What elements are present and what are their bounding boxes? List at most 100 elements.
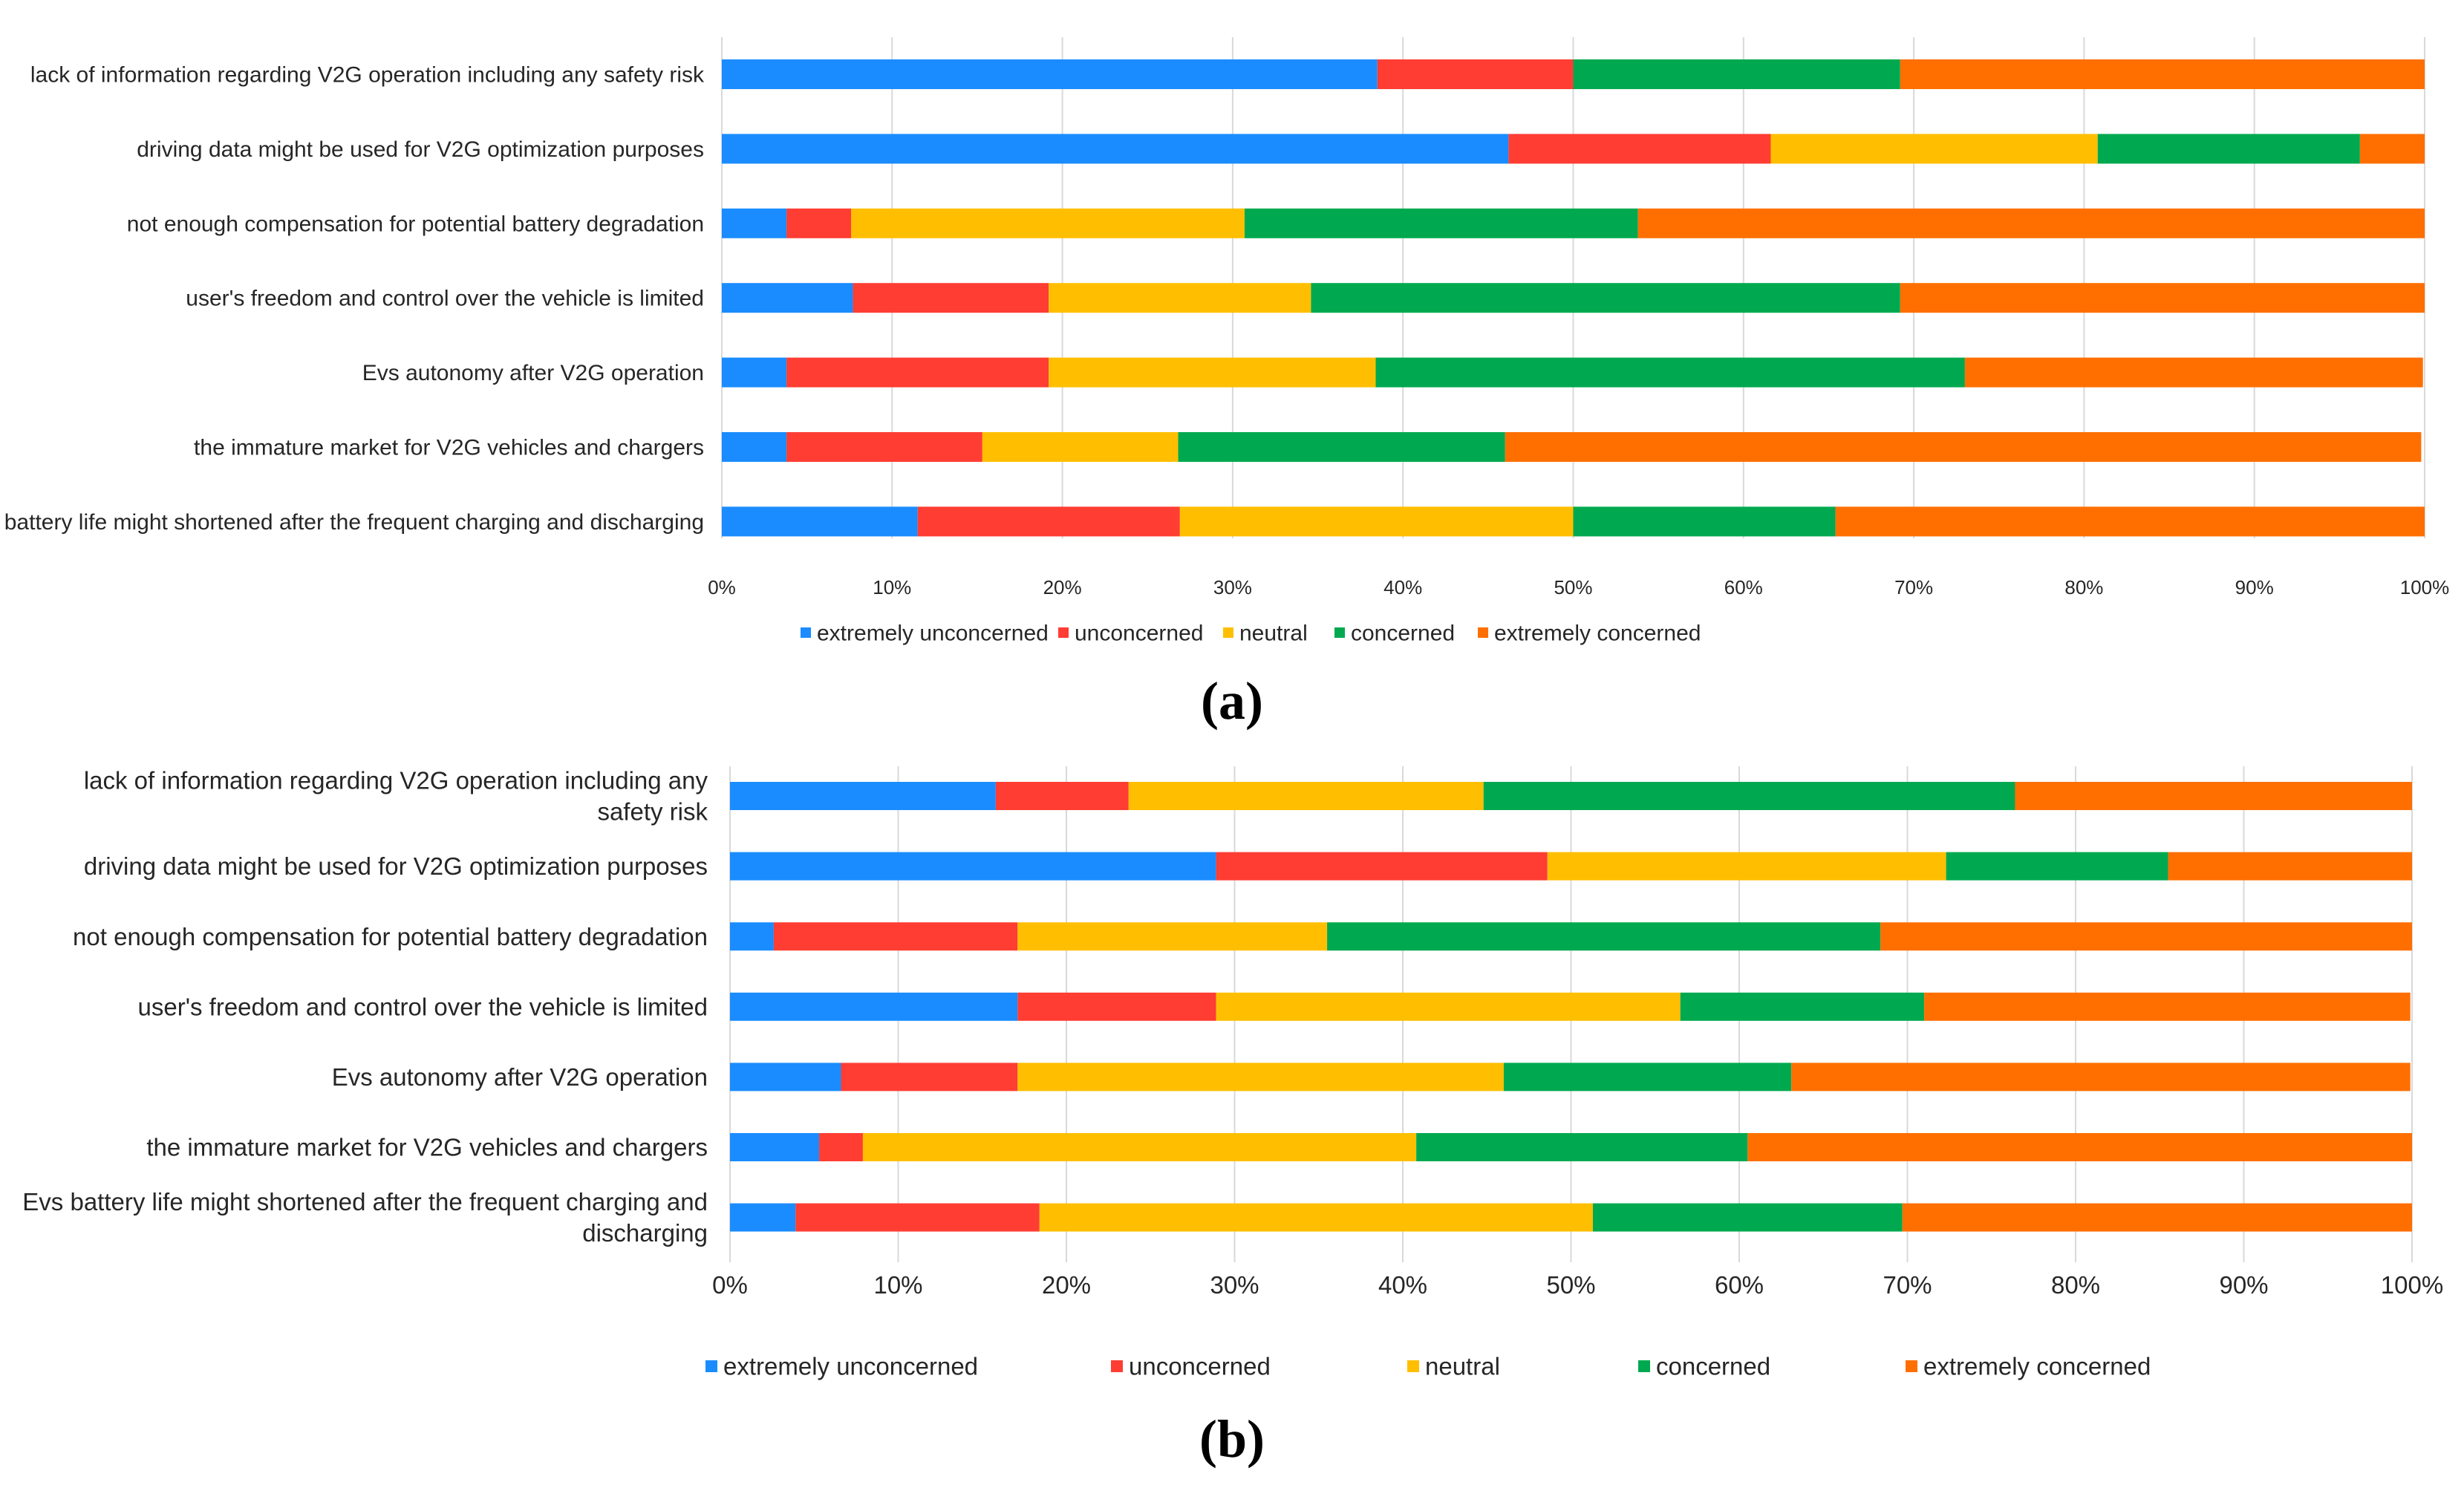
legend-swatch [1334, 627, 1345, 638]
legend-label: neutral [1239, 621, 1308, 646]
legend-swatch [705, 1360, 717, 1372]
category-label: discharging [582, 1219, 708, 1247]
category-label: safety risk [597, 798, 708, 826]
legend-swatch [1058, 627, 1069, 638]
bar-segment [1791, 1063, 2411, 1091]
category-label: Evs battery life might shortened after t… [0, 510, 704, 535]
bar-segment [1770, 134, 2098, 164]
bar-segment [730, 782, 996, 810]
x-tick-label: 0% [708, 576, 736, 598]
category-label: driving data might be used for V2G optim… [84, 852, 708, 880]
bar-segment [730, 1203, 796, 1232]
bar-segment [819, 1133, 863, 1161]
bar-segment [786, 357, 1049, 388]
x-tick-label: 90% [2219, 1271, 2268, 1299]
bar-segment [1311, 283, 1900, 313]
bar-segment [982, 432, 1179, 462]
bar-segment [1244, 208, 1638, 238]
bar-segment [1747, 1133, 2412, 1161]
bar-segment [1049, 357, 1376, 388]
bar-segment [1039, 1203, 1593, 1232]
x-tick-label: 30% [1213, 576, 1252, 598]
legend-label: extremely unconcerned [723, 1353, 978, 1380]
category-label: lack of information regarding V2G operat… [30, 63, 705, 88]
chart-a: 0% 10% 20% 30% 40% 50% 60% 70% 80% 90% 100% lack of… [0, 37, 2449, 731]
x-tick-label: 10% [873, 576, 911, 598]
bar-segment [1483, 782, 2015, 810]
x-tick-label: 30% [1210, 1271, 1259, 1299]
bar-segment [722, 59, 1378, 89]
x-tick-label: 20% [1043, 576, 1082, 598]
x-tick-label: 70% [1883, 1271, 1932, 1299]
bar-segment [1573, 506, 1836, 537]
bar-segment [1179, 506, 1574, 537]
bar-segment [1017, 1063, 1504, 1091]
category-label: user's freedom and control over the vehi… [138, 993, 708, 1020]
legend-swatch [801, 627, 811, 638]
legend-label: concerned [1656, 1353, 1770, 1380]
bar-segment [730, 1133, 820, 1161]
bar-segment [917, 506, 1180, 537]
bar-segment [2168, 852, 2412, 881]
bar-segment [1637, 208, 2425, 238]
bar-segment [1900, 59, 2425, 89]
legend-swatch [1478, 627, 1488, 638]
legend-label: unconcerned [1129, 1353, 1271, 1380]
bar-segment [1835, 506, 2425, 537]
bar-segment [730, 992, 1018, 1021]
legend-swatch [1638, 1360, 1650, 1372]
bar-segment [1216, 992, 1681, 1021]
x-tick-label: 60% [1715, 1271, 1764, 1299]
bar-segment [722, 283, 853, 313]
subfigure-label: (a) [1201, 671, 1263, 731]
bar-segment [841, 1063, 1018, 1091]
category-label: Evs battery life might shortened after t… [22, 1188, 708, 1215]
category-label: the immature market for V2G vehicles and… [194, 436, 704, 460]
legend-label: neutral [1425, 1353, 1500, 1380]
bar-segment [995, 782, 1129, 810]
bar-segment [851, 208, 1245, 238]
bar-segment [1573, 59, 1900, 89]
x-tick-label: 10% [873, 1271, 922, 1299]
x-tick-label: 100% [2381, 1271, 2443, 1299]
bar-segment [1327, 922, 1881, 951]
bar-segment [1924, 992, 2411, 1021]
x-tick-label: 90% [2235, 576, 2274, 598]
x-tick-label: 70% [1894, 576, 1933, 598]
x-tick-label: 50% [1554, 576, 1592, 598]
bar-segment [730, 922, 774, 951]
bar-segment [1902, 1203, 2412, 1232]
bar-segment [1946, 852, 2168, 881]
x-tick-label: 60% [1724, 576, 1763, 598]
x-tick-label: 80% [2051, 1271, 2100, 1299]
bar-segment [1547, 852, 1946, 881]
subfigure-label: (b) [1199, 1409, 1265, 1469]
legend-swatch [1223, 627, 1233, 638]
bar-segment [722, 506, 918, 537]
bar-segment [730, 1063, 841, 1091]
bar-segment [1375, 357, 1965, 388]
bar-segment [1377, 59, 1574, 89]
bar-segment [862, 1133, 1417, 1161]
category-label: lack of information regarding V2G operat… [84, 767, 708, 794]
legend-label: unconcerned [1075, 621, 1203, 646]
bar-segment [1900, 283, 2425, 313]
chart-b: 0% 10% 20% 30% 40% 50% 60% 70% 80% 90% 100% lack of… [22, 766, 2443, 1469]
category-label: the immature market for V2G vehicles and… [146, 1134, 708, 1161]
bar-segment [786, 432, 982, 462]
category-label: driving data might be used for V2G optim… [137, 137, 704, 162]
bar-segment [1049, 283, 1311, 313]
category-label: Evs autonomy after V2G operation [332, 1063, 708, 1091]
legend-label: concerned [1351, 621, 1455, 646]
bar-segment [1017, 922, 1328, 951]
bar-segment [853, 283, 1049, 313]
bar-segment [2015, 782, 2412, 810]
x-tick-label: 40% [1383, 576, 1422, 598]
bar-segment [722, 134, 1509, 164]
bar-segment [2359, 134, 2425, 164]
bar-segment [773, 922, 1018, 951]
bar-segment [1508, 134, 1771, 164]
bar-segment [1128, 782, 1484, 810]
legend-swatch [1111, 1360, 1123, 1372]
legend-swatch [1906, 1360, 1917, 1372]
